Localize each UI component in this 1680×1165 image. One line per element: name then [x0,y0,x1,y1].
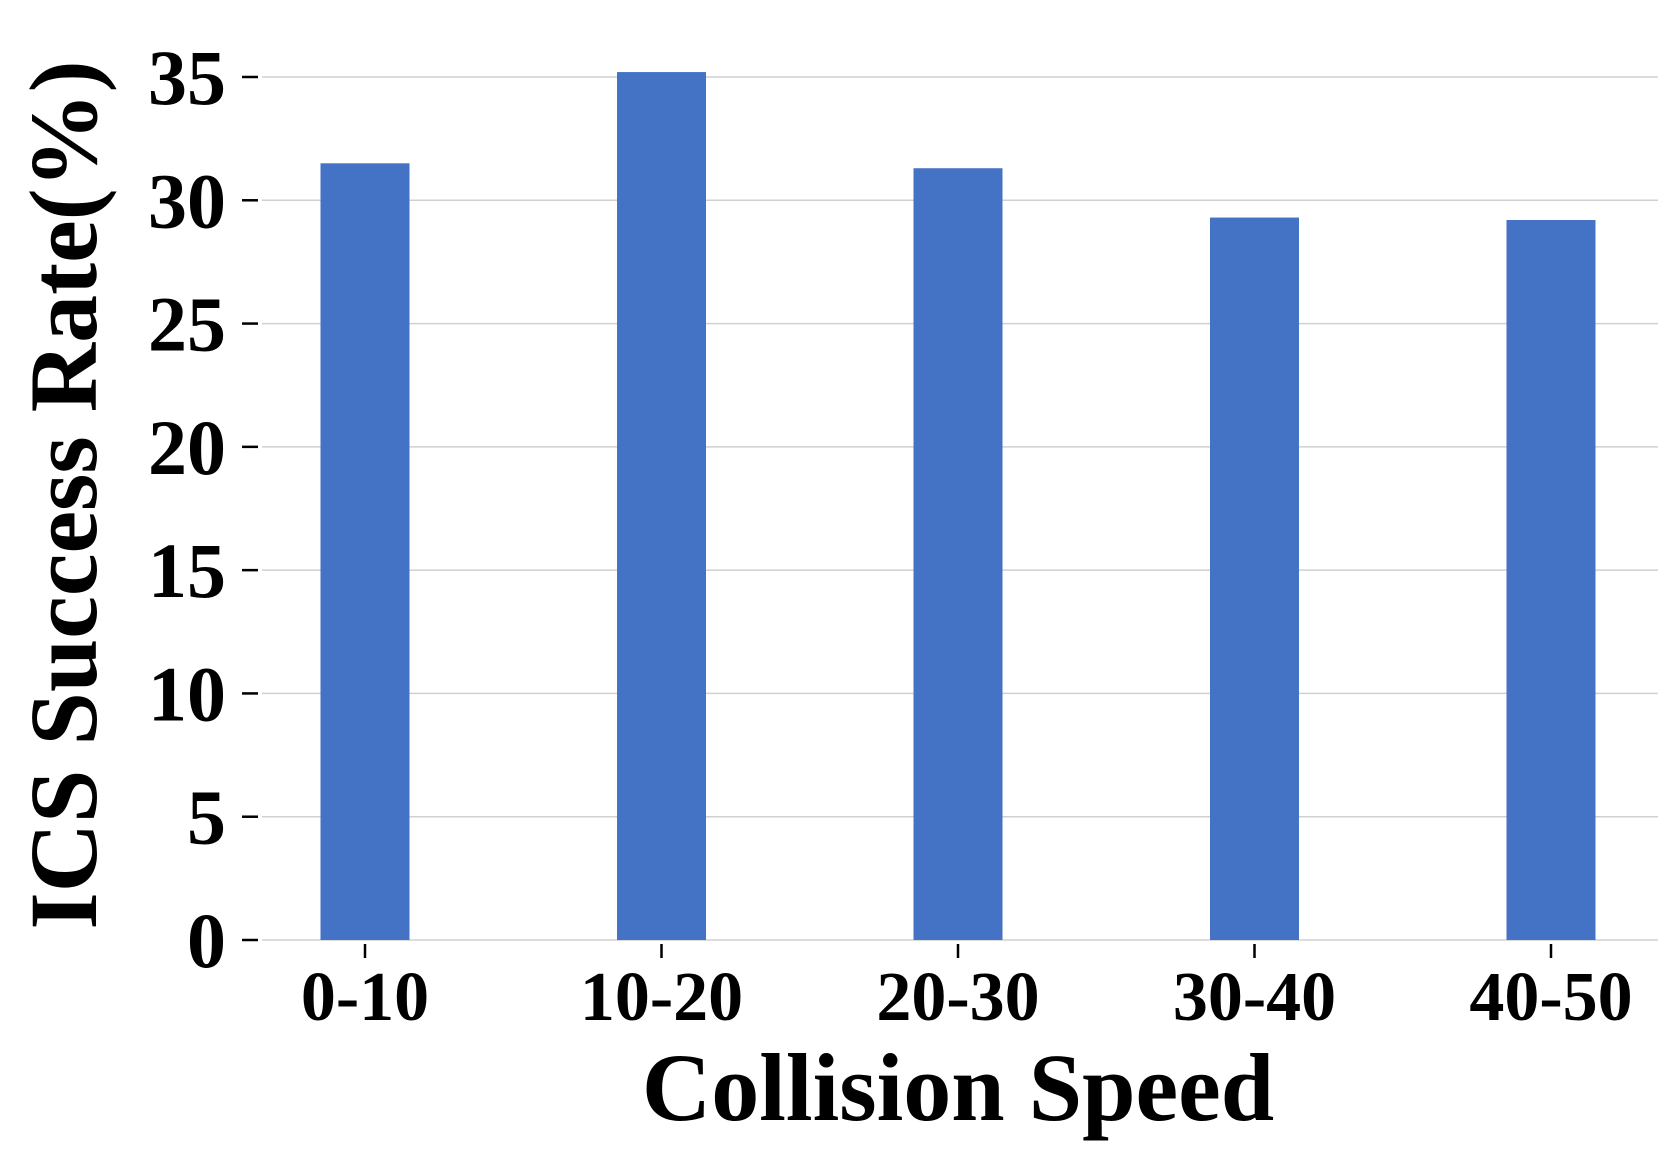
bar-30-40 [1210,217,1299,940]
bar-20-30 [913,168,1003,940]
y-axis-title: ICS Success Rate(%) [10,60,117,929]
x-tick-label: 30-40 [1173,959,1336,1036]
bar-10-20 [617,72,706,940]
bar-0-10 [320,163,410,941]
x-tick-label: 10-20 [580,959,743,1036]
y-tick-label: 20 [148,404,226,491]
bar-40-50 [1506,220,1596,941]
x-axis-title: Collision Speed [642,1034,1274,1141]
bars [320,72,1596,941]
y-tick-label: 25 [148,281,226,368]
x-tick-label: 0-10 [301,959,429,1036]
x-tick-label: 20-30 [876,959,1039,1036]
y-tick-label: 5 [187,774,226,861]
x-tick-label: 40-50 [1469,959,1632,1036]
y-tick-label: 10 [148,650,226,737]
y-tick-label: 15 [148,527,226,614]
y-tick-label: 30 [148,157,226,244]
y-tick-label: 35 [148,34,226,121]
x-axis: 0-10 10-20 20-30 30-40 40-50 [301,944,1633,1036]
y-tick-label: 0 [187,897,226,984]
y-axis: 0 5 10 15 20 25 30 35 [148,34,258,984]
